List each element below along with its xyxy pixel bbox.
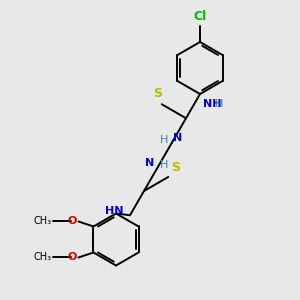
Text: N: N [145, 158, 154, 168]
Text: S: S [153, 87, 162, 100]
Text: H: H [160, 160, 168, 170]
Text: O: O [67, 253, 76, 262]
Text: H: H [215, 99, 224, 109]
Text: CH₃: CH₃ [33, 217, 52, 226]
Text: Cl: Cl [194, 10, 207, 23]
Text: NH: NH [203, 99, 221, 109]
Text: H: H [160, 136, 168, 146]
Text: HN: HN [106, 206, 124, 216]
Text: S: S [171, 161, 180, 174]
Text: CH₃: CH₃ [33, 253, 52, 262]
Text: N: N [173, 134, 182, 143]
Text: O: O [67, 217, 76, 226]
